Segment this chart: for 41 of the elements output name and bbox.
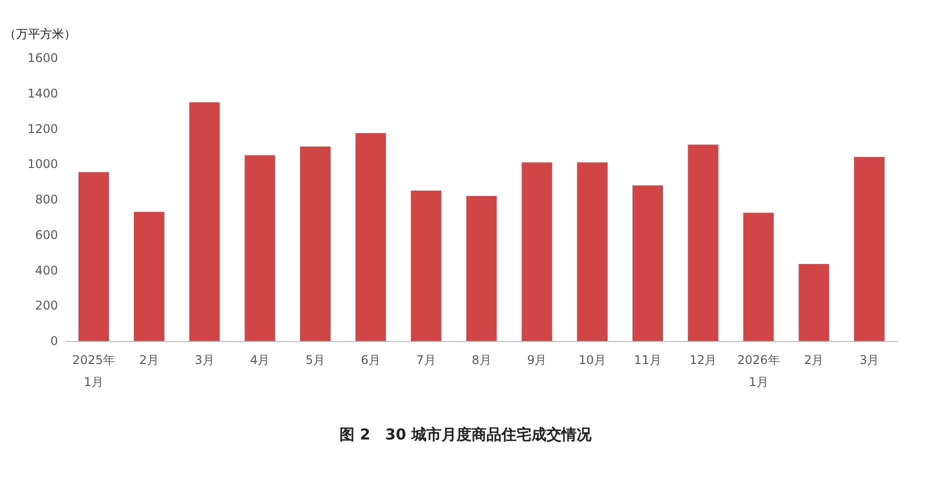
x-tick-label: 12月 [689, 353, 717, 367]
x-tick-label: 2月 [804, 353, 824, 367]
bar [189, 102, 220, 341]
x-tick-label: 8月 [472, 353, 492, 367]
x-tick-label: 3月 [194, 353, 214, 367]
bar [522, 162, 552, 341]
x-tick-label: 11月 [634, 353, 662, 367]
y-axis-title: （万平方米） [4, 27, 76, 41]
x-tick-label: 7月 [416, 353, 436, 367]
y-tick-label: 400 [35, 263, 58, 278]
bar [466, 196, 497, 341]
bar [300, 146, 331, 341]
bar [798, 264, 830, 341]
bar [78, 172, 109, 341]
x-tick-label: 4月 [250, 353, 270, 367]
y-tick-label: 600 [35, 228, 58, 242]
y-tick-label: 200 [35, 298, 58, 313]
bar [688, 144, 718, 341]
bar [577, 162, 608, 341]
text: 图 2 30 城市月度商品住宅成交情况 [340, 426, 592, 444]
x-tick-label: 5月 [305, 353, 326, 367]
y-tick-label: 1400 [27, 86, 58, 100]
y-tick-label: 0 [50, 334, 58, 348]
bar [244, 155, 276, 341]
x-tick-label: 3月 [859, 353, 880, 367]
x-tick-label: 10月 [578, 353, 606, 367]
x-tick-label: 6月 [360, 353, 381, 367]
x-tick-label: 2026年 1月 [737, 353, 780, 389]
bar [854, 157, 885, 341]
bar [355, 133, 386, 341]
bar [134, 212, 164, 341]
x-tick-label: 2025年 1月 [72, 353, 115, 389]
y-tick-label: 1000 [27, 157, 58, 172]
bar [410, 190, 442, 341]
bar [632, 185, 663, 341]
y-tick-label: 1200 [27, 122, 58, 136]
y-tick-label: 800 [35, 192, 58, 206]
x-tick-label: 2月 [139, 353, 159, 367]
x-tick-label: 9月 [527, 353, 547, 367]
bar [743, 212, 774, 341]
y-tick-label: 1600 [27, 51, 58, 65]
